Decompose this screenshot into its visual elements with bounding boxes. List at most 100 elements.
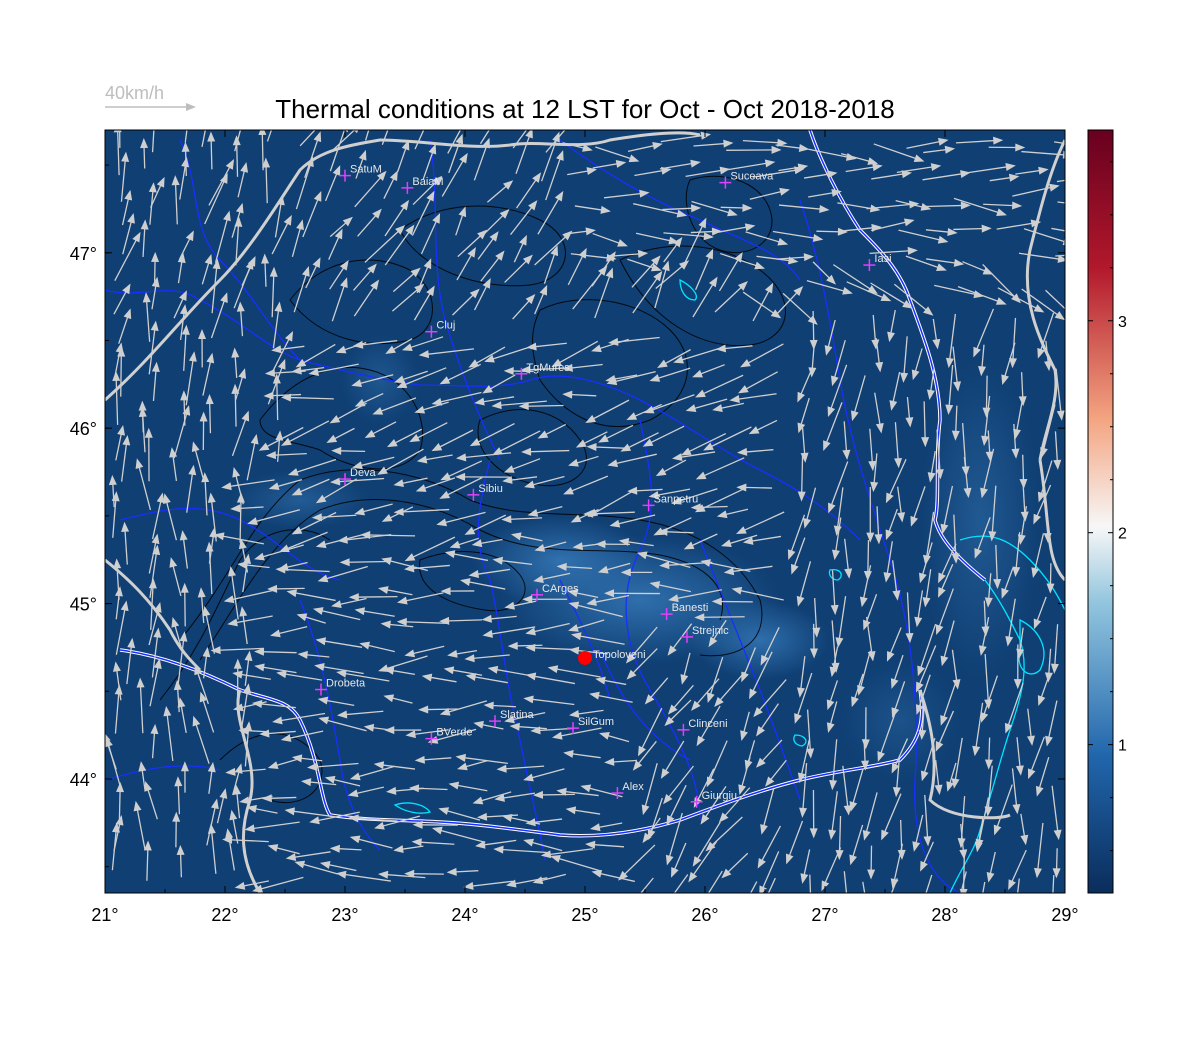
wind-arrow: [1021, 150, 1065, 159]
wind-arrow: [567, 589, 599, 598]
station-label: Suceava: [730, 171, 774, 183]
wind-arrow: [1053, 431, 1062, 470]
wind-arrow: [808, 341, 817, 378]
wind-arrow: [924, 201, 971, 210]
wind-arrow: [945, 313, 957, 369]
wind-arrow: [457, 759, 488, 771]
station-baiam[interactable]: BaiaM: [401, 176, 444, 194]
wind-arrow: [181, 324, 190, 371]
wind-arrow: [201, 130, 207, 147]
station-slatina[interactable]: Slatina: [489, 709, 535, 728]
wind-arrow: [404, 645, 445, 658]
wind-arrow: [565, 227, 596, 236]
station-satum[interactable]: SatuM: [339, 164, 382, 182]
wind-arrow: [641, 763, 658, 816]
wind-arrow: [603, 189, 650, 199]
wind-arrow: [870, 282, 913, 309]
highlight-station-marker[interactable]: [578, 650, 592, 665]
map-axes: 21° 22° 23° 24° 25° 26° 27° 28° 29° 44° 45° 46° 47°: [70, 130, 1079, 925]
wind-arrow: [455, 472, 510, 481]
wind-arrow: [868, 428, 877, 472]
station-cluj[interactable]: Cluj: [425, 320, 455, 338]
wind-arrow: [261, 794, 297, 803]
wind-arrow: [384, 726, 422, 735]
wind-arrow: [236, 301, 245, 337]
station-bverde[interactable]: BVerde: [425, 727, 472, 745]
station-silgum[interactable]: SilGum: [567, 716, 614, 735]
station-giurgiu[interactable]: Giurgiu: [690, 790, 737, 808]
wind-arrow: [114, 684, 123, 734]
wind-arrow: [824, 319, 836, 356]
wind-arrow: [626, 648, 658, 680]
wind-arrow: [551, 340, 599, 368]
wind-arrow: [534, 284, 548, 315]
wind-arrow: [207, 761, 216, 794]
wind-arrow: [216, 788, 228, 824]
wind-arrow: [592, 232, 628, 247]
wind-arrow: [583, 509, 635, 518]
wind-arrow: [648, 488, 691, 499]
wind-arrow: [171, 175, 180, 225]
wind-arrow: [304, 131, 322, 178]
wind-arrow: [599, 732, 630, 743]
wind-arrow: [233, 784, 242, 819]
station-deva[interactable]: Deva: [339, 467, 377, 486]
wind-arrow: [827, 364, 848, 418]
wind-arrow: [286, 589, 336, 602]
wind-arrow: [291, 511, 337, 535]
wind-arrow: [381, 130, 389, 145]
wind-arrow: [749, 881, 758, 893]
station-suceava[interactable]: Suceava: [719, 171, 774, 189]
wind-arrow: [563, 475, 609, 495]
wind-arrow: [299, 130, 316, 147]
station-iasi[interactable]: Iasi: [863, 253, 892, 272]
wind-arrow: [981, 395, 991, 447]
station-carges[interactable]: CArges: [531, 583, 579, 601]
station-alex[interactable]: Alex: [611, 781, 644, 800]
wind-arrow: [552, 727, 602, 740]
wind-arrow: [720, 252, 766, 270]
wind-arrow: [492, 430, 541, 456]
wind-arrow: [504, 712, 546, 724]
wind-arrow: [649, 367, 691, 382]
station-sanpetru[interactable]: Sanpetru: [642, 493, 699, 512]
wind-arrow: [396, 617, 448, 626]
wind-arrow: [151, 276, 160, 310]
wind-arrow: [483, 701, 517, 710]
lon-tick-label: 27°: [811, 905, 838, 925]
wind-arrow: [443, 666, 483, 676]
wind-arrow: [568, 646, 608, 655]
station-drobeta[interactable]: Drobeta: [315, 678, 366, 696]
wind-arrow: [900, 336, 909, 383]
wind-arrow: [874, 506, 883, 545]
wind-arrow: [568, 619, 605, 632]
station-label: Slatina: [500, 709, 535, 721]
wind-arrow: [486, 180, 514, 203]
station-sibiu[interactable]: Sibiu: [467, 483, 503, 501]
station-strejnic[interactable]: Strejnic: [681, 625, 729, 643]
wind-arrow: [705, 816, 743, 852]
wind-arrow: [324, 165, 341, 202]
wind-arrow: [1021, 288, 1065, 321]
wind-arrow: [1057, 201, 1065, 204]
wind-arrow: [404, 536, 456, 562]
wind-arrow: [418, 348, 475, 359]
wind-arrow: [791, 537, 806, 575]
highlight-station: Topoloveni: [578, 649, 646, 665]
wind-arrow: [456, 247, 476, 281]
station-tgmures[interactable]: TgMures: [515, 362, 570, 380]
wind-arrow: [565, 806, 601, 815]
wind-arrow: [135, 458, 152, 511]
wind-arrow: [148, 182, 157, 225]
wind-arrow: [1012, 532, 1021, 577]
wind-arrow: [235, 368, 247, 401]
station-banesti[interactable]: Banesti: [660, 602, 709, 621]
wind-arrow: [269, 266, 278, 318]
wind-arrow: [914, 590, 924, 628]
wind-arrow: [978, 344, 987, 377]
wind-arrow: [177, 697, 187, 733]
station-clinceni[interactable]: Clinceni: [677, 718, 728, 736]
wind-arrow: [1027, 708, 1035, 746]
wind-arrow: [348, 814, 398, 823]
wind-arrow: [589, 822, 623, 832]
